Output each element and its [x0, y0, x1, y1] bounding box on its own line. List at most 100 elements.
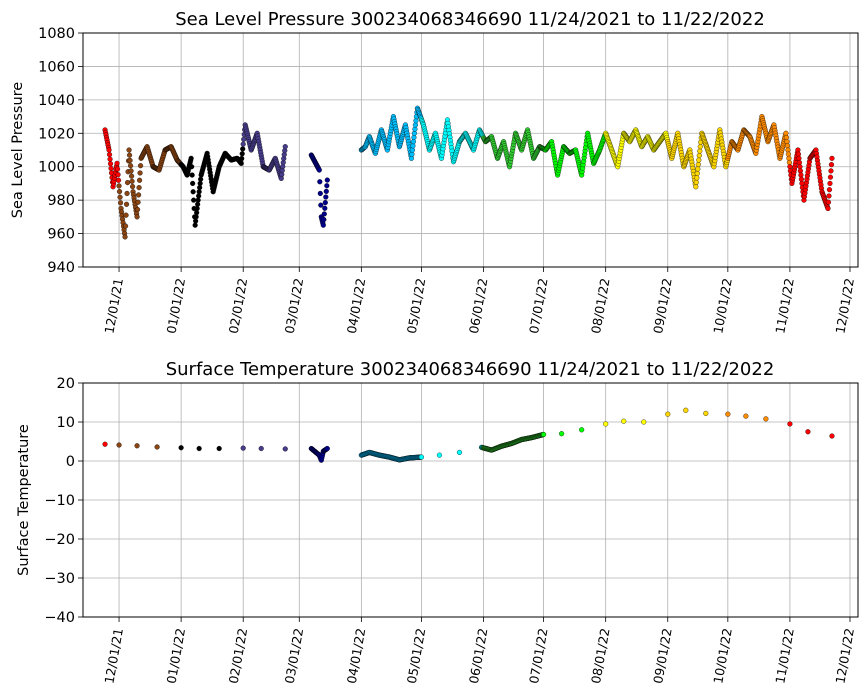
sea-level-pressure-chart: Sea Level Pressure 300234068346690 11/24…	[10, 9, 859, 335]
data-point	[693, 184, 699, 190]
chart-title: Sea Level Pressure 300234068346690 11/24…	[175, 9, 765, 30]
data-point	[621, 418, 627, 424]
y-tick-label: −30	[44, 571, 75, 587]
y-tick-label: −40	[44, 610, 75, 626]
data-point	[189, 172, 195, 178]
x-tick-label: 07/01/22	[526, 277, 551, 335]
x-tick-label: 12/01/21	[101, 627, 126, 685]
y-tick-label: −10	[44, 493, 75, 509]
data-point	[190, 189, 196, 195]
x-tick-label: 11/01/22	[772, 277, 797, 335]
data-point	[238, 160, 244, 166]
data-point	[418, 454, 425, 460]
data-point	[696, 157, 702, 163]
data-point	[825, 205, 831, 212]
x-tick-label: 09/01/22	[650, 627, 675, 685]
data-point	[135, 192, 142, 198]
y-tick-label: 980	[47, 193, 75, 209]
x-tick-label: 06/01/22	[466, 627, 491, 685]
x-tick-label: 05/01/22	[404, 627, 429, 685]
data-point	[124, 180, 131, 186]
data-point	[703, 410, 709, 416]
x-tick-label: 12/01/22	[832, 627, 857, 685]
data-point	[456, 449, 463, 455]
data-point	[321, 216, 327, 223]
data-point	[154, 444, 160, 450]
data-point	[323, 194, 329, 200]
data-point	[805, 429, 811, 435]
y-tick-label: 1020	[38, 126, 75, 142]
data-point	[239, 151, 245, 157]
data-point	[317, 190, 323, 197]
data-point	[116, 183, 122, 189]
data-point	[135, 199, 141, 205]
data-point	[129, 178, 135, 184]
data-point	[122, 234, 128, 240]
data-point	[123, 201, 130, 207]
y-axis-label: Sea Level Pressure	[10, 82, 26, 218]
data-point	[134, 206, 141, 213]
data-point	[107, 161, 114, 167]
data-point	[827, 180, 833, 187]
data-point	[137, 163, 144, 169]
data-point	[116, 189, 123, 195]
y-axis-label: Surface Temperature	[16, 424, 32, 576]
data-point	[240, 146, 246, 152]
x-tick-label: 06/01/22	[466, 277, 491, 335]
data-point	[124, 190, 130, 197]
data-point	[190, 180, 196, 187]
y-tick-label: −20	[44, 532, 75, 548]
data-point	[188, 155, 194, 161]
data-point	[579, 427, 585, 433]
data-point	[241, 136, 247, 142]
data-point	[258, 445, 264, 452]
data-point	[694, 170, 700, 176]
data-point	[323, 188, 329, 194]
data-point	[127, 163, 134, 169]
data-point	[725, 411, 731, 417]
data-point	[763, 416, 769, 422]
data-point	[693, 179, 699, 185]
data-point	[126, 152, 133, 158]
data-point	[695, 161, 701, 168]
data-point	[106, 152, 113, 158]
x-tick-label: 12/01/21	[101, 277, 126, 335]
data-point	[694, 175, 700, 181]
data-point	[697, 144, 703, 150]
grid	[83, 32, 858, 268]
data-point	[324, 445, 330, 452]
data-point	[114, 160, 120, 166]
y-tick-label: 940	[47, 260, 75, 276]
y-ticks: 940 960 980 1000 1020 1040 1060 1080	[38, 26, 83, 276]
data-point	[134, 443, 140, 449]
x-tick-label: 02/01/22	[226, 627, 251, 685]
data-point	[320, 222, 326, 228]
data-point	[829, 433, 835, 439]
data-point	[743, 413, 749, 419]
data-point	[137, 170, 143, 176]
data-point	[828, 162, 835, 168]
data-point	[128, 173, 135, 179]
y-tick-label: 1000	[38, 160, 75, 176]
data-point	[216, 445, 222, 452]
data-point	[826, 187, 833, 193]
y-tick-label: 20	[57, 376, 75, 392]
data-point	[127, 157, 133, 164]
y-tick-label: 10	[57, 415, 75, 431]
y-tick-label: 1060	[38, 59, 75, 75]
x-tick-label: 03/01/22	[282, 627, 307, 685]
y-tick-label: 1080	[38, 26, 75, 42]
surface-temperature-chart: Surface Temperature 300234068346690 11/2…	[16, 359, 859, 685]
y-tick-label: 0	[66, 454, 75, 470]
data-point	[541, 431, 547, 438]
data-point	[117, 200, 124, 206]
data-point	[829, 155, 835, 161]
data-point	[136, 185, 142, 191]
data-point	[282, 144, 288, 150]
data-point	[123, 212, 129, 218]
data-point	[189, 164, 195, 170]
x-tick-label: 10/01/22	[710, 627, 735, 685]
data-point	[322, 205, 328, 211]
data-point	[102, 441, 108, 447]
